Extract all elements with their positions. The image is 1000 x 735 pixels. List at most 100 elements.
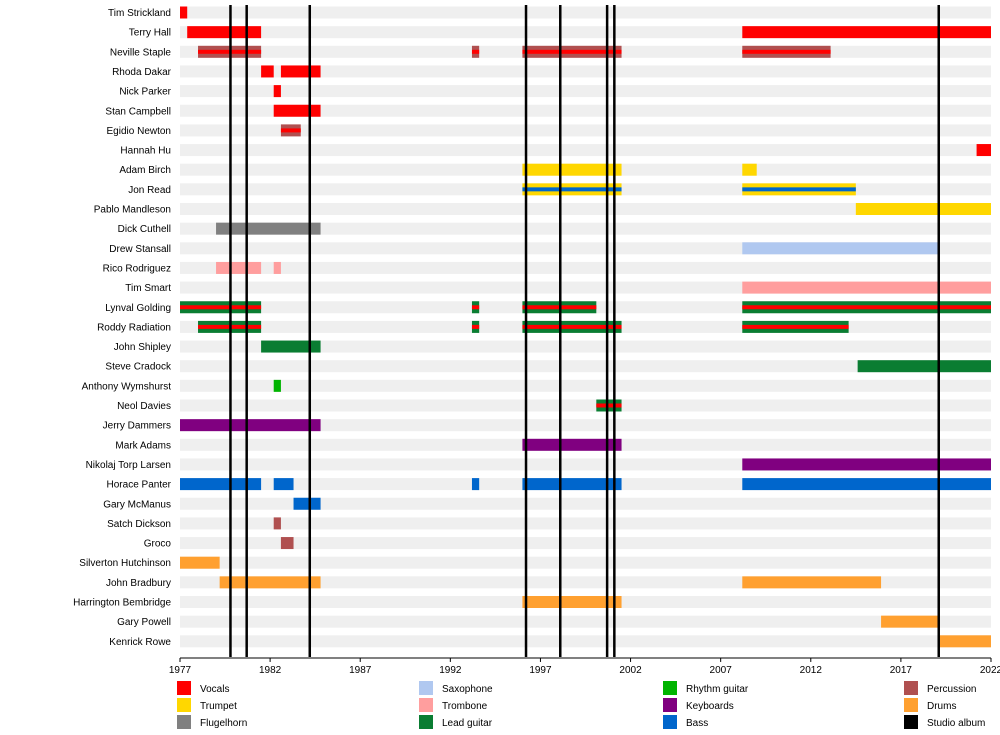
- bar-segment: [522, 438, 622, 451]
- bar-john-bradbury-drums: [742, 576, 882, 589]
- bar-jerry-dammers-keyboards: [180, 419, 321, 432]
- legend-item-vocals: Vocals: [177, 681, 229, 695]
- x-axis: 1977 1982 1987 1992 1997 2002 2007 2012 2017 2022: [169, 657, 1000, 676]
- x-tick-label: 1997: [529, 665, 552, 676]
- bar-roddy-radiation-lead-guitar: [471, 320, 480, 333]
- member-label-roddy-radiation: Roddy Radiation: [97, 322, 171, 333]
- row-background: [180, 419, 991, 432]
- bar-horace-panter-bass: [522, 478, 622, 491]
- legend-label: Lead guitar: [442, 718, 493, 729]
- bar-accent-stripe: [280, 128, 301, 133]
- legend-item-studio-album: Studio album: [904, 715, 985, 729]
- bar-accent-stripe: [742, 49, 831, 54]
- legend-label: Keyboards: [686, 701, 734, 712]
- bar-groco-percussion: [280, 537, 294, 550]
- row-background: [180, 203, 991, 215]
- row-background: [180, 144, 991, 157]
- legend-item-rhythm-guitar: Rhythm guitar: [663, 681, 749, 695]
- bar-terry-hall-vocals: [187, 26, 262, 39]
- legend-label: Trombone: [442, 701, 488, 712]
- legend-label: Percussion: [927, 684, 976, 695]
- bar-segment: [742, 478, 991, 491]
- bar-segment: [857, 360, 991, 373]
- bar-segment: [273, 261, 281, 274]
- member-label-neol-davies: Neol Davies: [117, 401, 171, 412]
- legend-swatch: [419, 698, 433, 712]
- row-background: [180, 124, 991, 137]
- legend-swatch: [419, 681, 433, 695]
- member-label-satch-dickson: Satch Dickson: [107, 519, 171, 530]
- legend: Vocals Trumpet Flugelhorn Saxophone Trombone…: [177, 681, 985, 729]
- bar-nikolaj-torp-larsen-keyboards: [742, 458, 991, 471]
- bar-gary-powell-drums: [881, 615, 939, 628]
- bar-accent-stripe: [180, 305, 262, 310]
- bar-terry-hall-vocals: [742, 26, 991, 39]
- legend-label: Trumpet: [200, 701, 237, 712]
- x-tick-label: 2022: [980, 665, 1000, 676]
- bar-segment: [522, 596, 622, 608]
- bar-accent-stripe: [471, 305, 480, 310]
- bar-hannah-hu-vocals: [976, 144, 991, 157]
- bar-roddy-radiation-lead-guitar: [522, 320, 622, 333]
- row-background: [180, 65, 991, 78]
- legend-swatch: [904, 698, 918, 712]
- member-label-jerry-dammers: Jerry Dammers: [103, 421, 171, 432]
- member-label-nick-parker: Nick Parker: [119, 87, 171, 98]
- bar-segment: [273, 379, 281, 392]
- member-label-groco: Groco: [144, 539, 172, 550]
- row-background: [180, 222, 991, 235]
- bar-pablo-mandleson-trumpet: [855, 203, 991, 215]
- bar-accent-stripe: [596, 403, 622, 408]
- member-label-drew-stansall: Drew Stansall: [109, 244, 171, 255]
- bar-tim-strickland-vocals: [180, 6, 188, 19]
- legend-item-keyboards: Keyboards: [663, 698, 734, 712]
- bar-segment: [742, 458, 991, 471]
- x-tick-label: 1987: [349, 665, 372, 676]
- member-label-neville-staple: Neville Staple: [110, 47, 172, 58]
- member-label-john-bradbury: John Bradbury: [106, 578, 171, 589]
- bar-horace-panter-bass: [742, 478, 991, 491]
- legend-item-drums: Drums: [904, 698, 956, 712]
- row-background: [180, 379, 991, 392]
- bar-horace-panter-bass: [471, 478, 480, 491]
- x-tick-label: 1977: [169, 665, 192, 676]
- bar-accent-stripe: [522, 187, 622, 192]
- bar-segment: [273, 478, 294, 491]
- bar-segment: [180, 6, 188, 19]
- member-label-harrington-bembridge: Harrington Bembridge: [73, 598, 171, 609]
- member-label-gary-mcmanus: Gary McManus: [103, 499, 171, 510]
- legend-swatch: [177, 681, 191, 695]
- bar-drew-stansall-saxophone: [742, 242, 939, 255]
- legend-item-trombone: Trombone: [419, 698, 488, 712]
- member-label-silverton-hutchinson: Silverton Hutchinson: [79, 558, 171, 569]
- member-label-mark-adams: Mark Adams: [115, 440, 171, 451]
- legend-item-trumpet: Trumpet: [177, 698, 237, 712]
- bar-nick-parker-vocals: [273, 85, 281, 98]
- legend-item-bass: Bass: [663, 715, 708, 729]
- member-label-jon-read: Jon Read: [128, 185, 171, 196]
- member-label-kenrick-rowe: Kenrick Rowe: [109, 637, 171, 648]
- row-background: [180, 615, 991, 628]
- bar-lynval-golding-lead-guitar: [471, 301, 480, 314]
- row-background: [180, 360, 991, 373]
- bar-segment: [180, 556, 220, 569]
- bar-satch-dickson-percussion: [273, 517, 281, 530]
- member-label-adam-birch: Adam Birch: [119, 165, 171, 176]
- row-background: [180, 85, 991, 98]
- bar-rico-rodriguez-trombone: [216, 261, 262, 274]
- row-background: [180, 517, 991, 530]
- bar-horace-panter-bass: [273, 478, 294, 491]
- bar-neville-staple-percussion: [742, 45, 831, 58]
- bar-accent-stripe: [522, 324, 622, 329]
- bar-silverton-hutchinson-drums: [180, 556, 220, 569]
- bar-segment: [261, 340, 321, 353]
- bar-jon-read-trumpet: [742, 183, 856, 196]
- member-label-pablo-mandleson: Pablo Mandleson: [94, 205, 171, 216]
- bar-segment: [280, 537, 294, 550]
- bar-gary-mcmanus-bass: [293, 497, 321, 510]
- x-tick-label: 2002: [619, 665, 642, 676]
- bar-harrington-bembridge-drums: [522, 596, 622, 608]
- legend-item-lead-guitar: Lead guitar: [419, 715, 493, 729]
- legend-swatch: [663, 698, 677, 712]
- x-tick-label: 2017: [890, 665, 913, 676]
